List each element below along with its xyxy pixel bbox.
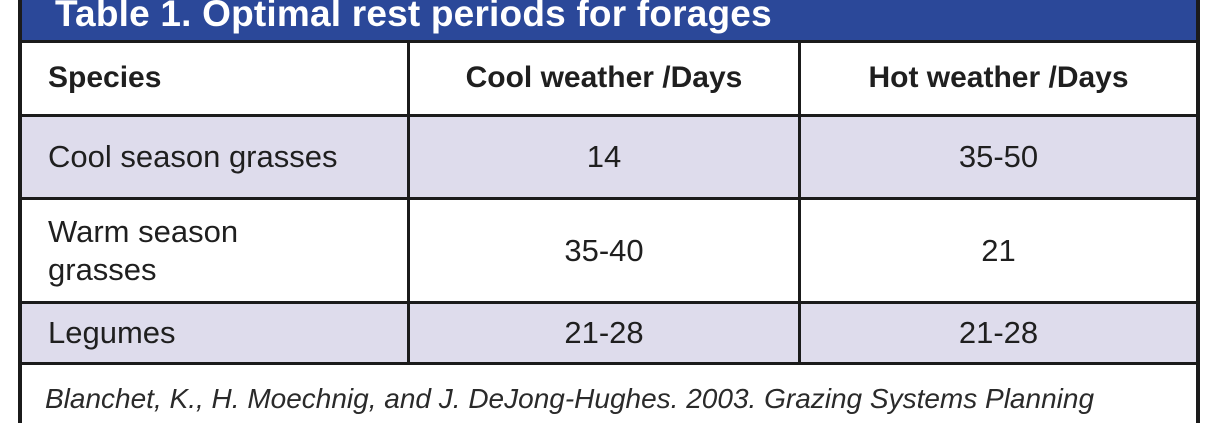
hot-weather-days-cell: 21-28 xyxy=(958,315,1039,351)
species-cell: Cool season grasses xyxy=(22,117,410,197)
hot-weather-days-cell: 35-50 xyxy=(958,139,1039,175)
forage-rest-periods-table: Table 1. Optimal rest periods for forage… xyxy=(18,0,1200,423)
citation-text: Blanchet, K., H. Moechnig, and J. DeJong… xyxy=(45,383,1095,414)
column-header-cool-weather: Cool weather /Days xyxy=(410,43,801,114)
table-row-legumes: Legumes 21-28 21-28 xyxy=(22,301,1196,362)
column-header-hot-weather: Hot weather /Days xyxy=(868,61,1129,95)
table-header-row: Species Cool weather /Days Hot weather /… xyxy=(22,40,1196,114)
table-title-bar: Table 1. Optimal rest periods for forage… xyxy=(22,0,1196,40)
hot-weather-days-cell: 21 xyxy=(981,232,1016,268)
table-title: Table 1. Optimal rest periods for forage… xyxy=(55,0,772,34)
cool-weather-days-cell: 21-28 xyxy=(410,304,801,362)
cool-weather-days-cell: 14 xyxy=(410,117,801,197)
table-row-warm-season-grasses: Warm season grasses 35-40 21 xyxy=(22,197,1196,301)
cool-weather-days-cell: 35-40 xyxy=(410,200,801,301)
citation-row: Blanchet, K., H. Moechnig, and J. DeJong… xyxy=(22,362,1196,423)
species-cell: Legumes xyxy=(22,304,410,362)
table-row-cool-season-grasses: Cool season grasses 14 35-50 xyxy=(22,114,1196,197)
column-header-species: Species xyxy=(22,43,410,114)
species-cell: Warm season grasses xyxy=(22,200,410,301)
